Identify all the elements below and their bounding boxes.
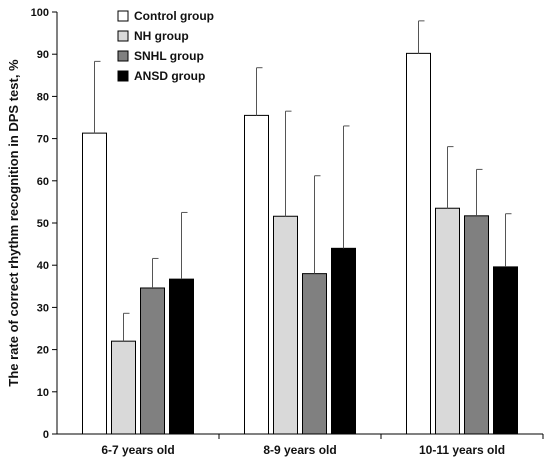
y-tick-label: 50	[37, 218, 49, 230]
legend-entry: NH group	[134, 29, 189, 43]
legend-swatch	[117, 70, 129, 82]
y-tick-label: 70	[37, 134, 49, 146]
legend-swatch	[117, 10, 129, 22]
y-axis-label: The rate of correct rhythm recognition i…	[6, 59, 21, 387]
bar-ansd-group	[169, 278, 194, 435]
x-category-label: 10-11 years old	[419, 443, 505, 457]
bar-snhl-group	[140, 287, 165, 435]
bar-control-group	[406, 52, 431, 435]
legend-entry: ANSD group	[134, 69, 205, 83]
y-tick-label: 100	[31, 7, 49, 19]
x-category-label: 8-9 years old	[263, 443, 336, 457]
bar-nh-group	[273, 215, 298, 435]
bar-snhl-group	[464, 215, 489, 435]
y-tick-label: 10	[37, 387, 49, 399]
y-tick-label: 90	[37, 49, 49, 61]
legend-entry: SNHL group	[134, 49, 204, 63]
bars	[82, 20, 518, 435]
y-tick-label: 0	[43, 429, 49, 441]
legend-swatch	[117, 50, 129, 62]
bar-ansd-group	[493, 266, 518, 435]
y-tick-label: 40	[37, 260, 49, 272]
bar-nh-group	[435, 207, 460, 435]
axes: 0 10 20 30 40 50 60 70 80 90 100 6-7 years old 8-9 y…	[31, 7, 544, 457]
y-tick-label: 30	[37, 302, 49, 314]
bar-ansd-group	[331, 247, 356, 435]
legend-swatch	[117, 30, 129, 42]
bar-snhl-group	[302, 273, 327, 435]
bar-nh-group	[111, 340, 136, 435]
legend: Control group NH group SNHL group ANSD grou…	[117, 9, 214, 83]
bar-control-group	[244, 114, 269, 435]
y-tick-label: 20	[37, 345, 49, 357]
x-category-label: 6-7 years old	[101, 443, 174, 457]
y-tick-label: 80	[37, 91, 49, 103]
y-tick-label: 60	[37, 176, 49, 188]
legend-entry: Control group	[134, 9, 214, 23]
bar-control-group	[82, 132, 107, 435]
